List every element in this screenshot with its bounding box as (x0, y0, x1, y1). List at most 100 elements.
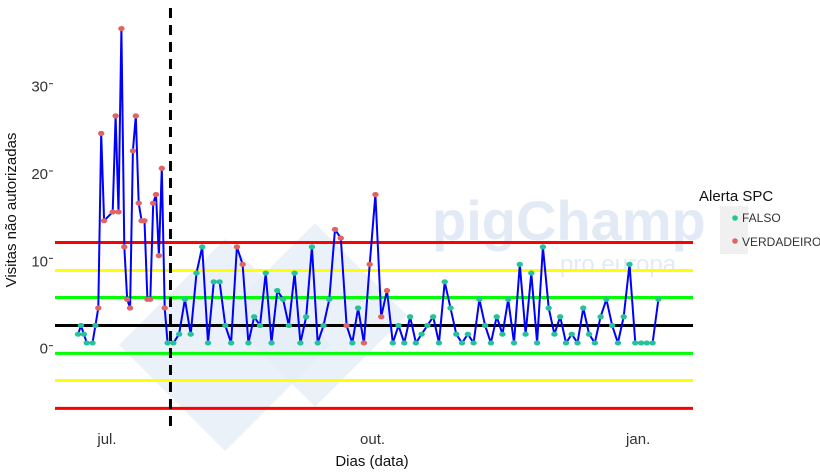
data-point-alert (152, 191, 160, 198)
data-point (412, 340, 420, 346)
data-point (464, 331, 472, 337)
data-point (580, 305, 587, 311)
data-point (441, 279, 448, 285)
legend-label-verdadeiro: VERDADEIRO (742, 235, 820, 249)
data-point (574, 340, 581, 346)
data-point (199, 244, 206, 250)
data-point (320, 322, 327, 329)
data-point (626, 261, 633, 267)
data-point (389, 340, 396, 346)
series-polyline (77, 27, 660, 344)
data-point-alert (155, 253, 163, 259)
data-point (250, 314, 258, 320)
data-point (603, 296, 610, 302)
watermark-sub: pro europa (560, 251, 677, 278)
x-axis-label: Dias (data) (335, 453, 408, 470)
data-point (92, 322, 99, 329)
data-point (262, 270, 269, 276)
data-point (83, 340, 90, 346)
legend-entry-verdadeiro: VERDADEIRO (732, 235, 820, 249)
data-point-alert (112, 113, 119, 119)
data-point (528, 270, 535, 276)
data-point (614, 340, 622, 346)
data-point (539, 244, 547, 250)
data-point (80, 331, 88, 337)
data-point (256, 322, 264, 329)
data-point-alert (100, 218, 108, 224)
y-tick-label: 10 (31, 253, 48, 270)
data-point (493, 314, 500, 320)
data-point (481, 322, 489, 329)
x-tick-label: jul. (96, 431, 116, 448)
data-point (302, 314, 310, 320)
data-point-alert (135, 200, 142, 206)
y-tick-label: 0 (40, 341, 48, 358)
data-point (285, 322, 293, 329)
data-point-alert (158, 165, 166, 171)
data-point (308, 244, 316, 250)
data-point-alert (97, 130, 105, 136)
data-point-alert (95, 305, 102, 311)
data-point-alert (118, 25, 125, 32)
data-point (597, 314, 604, 320)
data-point (349, 340, 356, 346)
data-point-alert (239, 261, 246, 267)
data-point (354, 305, 362, 311)
y-tick-label: 20 (31, 166, 48, 183)
data-point (268, 340, 275, 346)
data-point (533, 340, 541, 346)
data-point (620, 314, 627, 320)
legend: Alerta SPC FALSO VERDADEIRO (699, 188, 820, 254)
y-axis-label: Visitas não autorizadas (3, 133, 20, 288)
data-point (643, 340, 651, 346)
legend-label-falso: FALSO (742, 211, 781, 225)
data-point-alert (129, 148, 137, 154)
data-point (175, 331, 183, 337)
data-point (487, 340, 495, 346)
data-point (516, 261, 523, 267)
data-point-alert (378, 314, 385, 320)
data-point (585, 331, 593, 337)
data-point (210, 279, 217, 285)
legend-key-falso (732, 215, 738, 221)
data-point-alert (123, 296, 131, 302)
data-point-alert (121, 244, 128, 250)
data-point (568, 331, 575, 337)
data-point-alert (337, 235, 345, 241)
data-point (499, 331, 506, 337)
data-point (476, 296, 483, 302)
data-point (245, 340, 252, 346)
data-point (406, 314, 414, 320)
data-point (401, 340, 408, 346)
data-point (562, 340, 570, 346)
x-axis: jul. out. jan. (96, 431, 650, 448)
data-point (435, 340, 443, 346)
data-point-alert (343, 322, 350, 329)
data-point (89, 340, 96, 346)
data-point (77, 322, 85, 329)
data-point (279, 296, 287, 302)
data-point (522, 331, 529, 337)
data-point (74, 331, 82, 337)
y-tick-label: 30 (31, 79, 48, 96)
y-axis: 0 10 20 30 (31, 79, 53, 358)
data-point-alert (132, 113, 140, 119)
data-point (314, 340, 321, 346)
data-point (557, 314, 564, 320)
data-point (608, 322, 616, 329)
data-point (204, 340, 212, 346)
data-point (222, 322, 229, 329)
data-point (551, 331, 558, 337)
data-point (458, 340, 466, 346)
data-point-alert (366, 261, 373, 267)
data-point (193, 270, 200, 276)
data-point (545, 305, 552, 311)
data-point-alert (383, 287, 391, 294)
data-point (291, 270, 298, 276)
data-point (216, 279, 223, 285)
data-point (505, 296, 512, 302)
data-point-alert (233, 244, 241, 250)
legend-key-verdadeiro (732, 238, 738, 244)
data-point-alert (141, 218, 148, 224)
